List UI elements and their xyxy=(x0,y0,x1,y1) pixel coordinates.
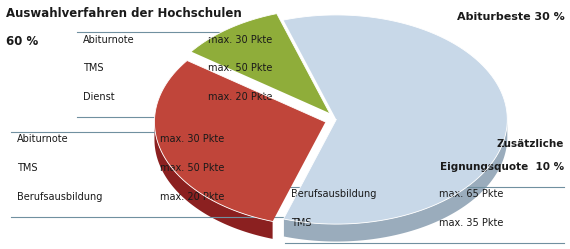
Text: max. 65 Pkte: max. 65 Pkte xyxy=(439,189,503,199)
Text: Berufsausbildung: Berufsausbildung xyxy=(291,189,376,199)
Text: max. 20 Pkte: max. 20 Pkte xyxy=(160,192,224,202)
Text: Abiturbeste 30 %: Abiturbeste 30 % xyxy=(457,12,564,22)
Polygon shape xyxy=(192,14,329,113)
Text: TMS: TMS xyxy=(83,63,103,73)
Polygon shape xyxy=(283,121,507,242)
Polygon shape xyxy=(154,123,272,239)
Text: max. 20 Pkte: max. 20 Pkte xyxy=(208,92,272,102)
Text: Zusätzliche: Zusätzliche xyxy=(497,139,564,149)
Text: Abiturnote: Abiturnote xyxy=(17,134,69,144)
Polygon shape xyxy=(283,15,507,224)
Text: max. 30 Pkte: max. 30 Pkte xyxy=(208,35,272,45)
Text: Berufsausbildung: Berufsausbildung xyxy=(17,192,103,202)
Text: Eignungsquote  10 %: Eignungsquote 10 % xyxy=(440,162,564,172)
Text: max. 50 Pkte: max. 50 Pkte xyxy=(208,63,272,73)
Text: max. 30 Pkte: max. 30 Pkte xyxy=(160,134,224,144)
Text: Auswahlverfahren der Hochschulen: Auswahlverfahren der Hochschulen xyxy=(6,7,242,20)
Text: max. 50 Pkte: max. 50 Pkte xyxy=(160,163,224,173)
Text: Dienst: Dienst xyxy=(83,92,114,102)
Text: TMS: TMS xyxy=(291,218,311,228)
Text: TMS: TMS xyxy=(17,163,38,173)
Text: Abiturnote: Abiturnote xyxy=(83,35,135,45)
Text: max. 35 Pkte: max. 35 Pkte xyxy=(439,218,503,228)
Text: 60 %: 60 % xyxy=(6,35,38,48)
Polygon shape xyxy=(154,61,325,221)
